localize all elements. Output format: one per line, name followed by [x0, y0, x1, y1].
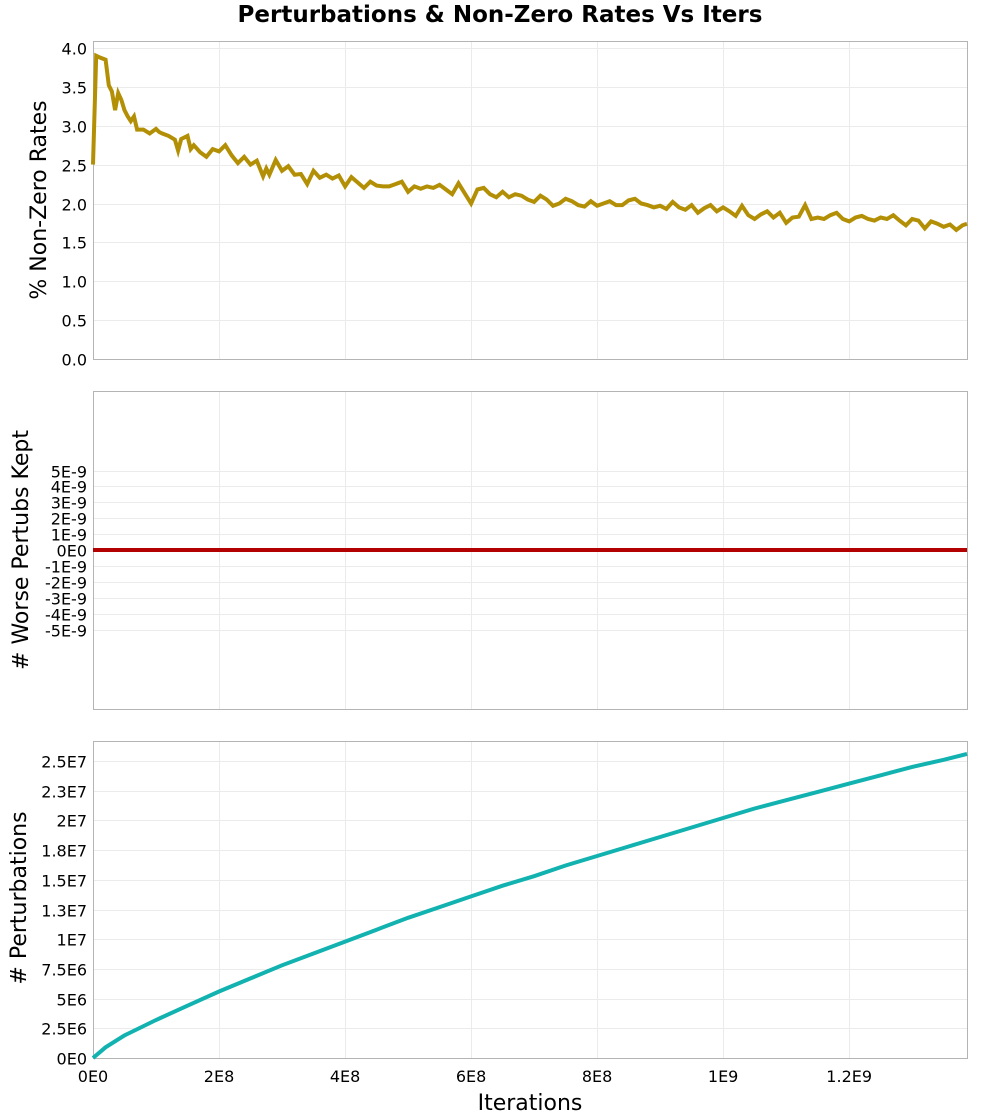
x-tick-label: 2E8 [204, 1067, 234, 1086]
y-tick-label: 0.5 [62, 312, 87, 331]
y-tick-label: 1E7 [57, 931, 87, 950]
y-tick-label: 3.0 [62, 118, 87, 137]
y-tick-label: -1E-9 [45, 558, 87, 577]
chart-title: Perturbations & Non-Zero Rates Vs Iters [237, 2, 763, 28]
x-tick-label: 1E9 [708, 1067, 738, 1086]
y-tick-label: 4.0 [62, 40, 87, 59]
y-tick-label: 1.5 [62, 234, 87, 253]
x-tick-label: 0E0 [78, 1067, 108, 1086]
gridlines [93, 741, 967, 1058]
y-tick-label: 3.5 [62, 79, 87, 98]
y-tick-label: 2.5E6 [41, 1020, 87, 1039]
perturbations-panel: 2.5E7 2.3E7 2E7 1.8E7 1.5E7 1.3E7 1E7 7.5E6 5E6 2… [7, 741, 968, 1069]
y-tick-labels: 4.0 3.5 3.0 2.5 2.0 1.5 1.0 0.5 0.0 [62, 40, 87, 370]
y-tick-label: 2.3E7 [41, 783, 87, 802]
x-tick-labels: 0E0 2E8 4E8 6E8 8E8 1E9 1.2E9 [78, 1067, 872, 1086]
y-tick-label: 1E-9 [51, 526, 87, 545]
y-tick-label: 1.3E7 [41, 902, 87, 921]
perturbations-line [91, 751, 968, 1060]
y-tick-label: -4E-9 [45, 606, 87, 625]
y-tick-label: 2.5E7 [41, 753, 87, 772]
y-tick-label: 4E-9 [51, 478, 87, 497]
y-tick-label: 5E6 [57, 991, 87, 1010]
y-tick-label: 1.0 [62, 273, 87, 292]
y-tick-label: 2.5 [62, 157, 87, 176]
y-tick-label: 2E7 [57, 812, 87, 831]
x-tick-label: 4E8 [330, 1067, 360, 1086]
y-tick-label: 0.0 [62, 351, 87, 370]
nonzero-rates-panel: 4.0 3.5 3.0 2.5 2.0 1.5 1.0 0.5 0.0 % Non-Zero R… [27, 40, 968, 370]
y-tick-label: 7.5E6 [41, 961, 87, 980]
plot-frame [93, 41, 968, 360]
y-axis-label: # Worse Pertubs Kept [9, 430, 34, 670]
y-tick-label: -3E-9 [45, 590, 87, 609]
y-tick-label: 2E-9 [51, 510, 87, 529]
y-tick-label: 0E0 [57, 1050, 87, 1069]
worse-perturbs-panel: 5E-94E-93E-92E-91E-90E0-1E-9-2E-9-3E-9-4… [9, 391, 968, 710]
x-tick-label: 8E8 [582, 1067, 612, 1086]
y-tick-labels: 5E-94E-93E-92E-91E-90E0-1E-9-2E-9-3E-9-4… [45, 463, 87, 641]
y-tick-label: -2E-9 [45, 574, 87, 593]
y-tick-label: 5E-9 [51, 463, 87, 482]
x-axis-label: Iterations [478, 1091, 583, 1116]
y-tick-label: 1.8E7 [41, 842, 87, 861]
y-tick-label: -5E-9 [45, 622, 87, 641]
x-tick-label: 1.2E9 [826, 1067, 872, 1086]
y-tick-label: 0E0 [57, 542, 87, 561]
plot-frame [93, 741, 968, 1059]
y-tick-label: 2.0 [62, 196, 87, 215]
y-axis-label: # Perturbations [7, 811, 32, 984]
x-tick-label: 6E8 [456, 1067, 486, 1086]
nonzero-rates-line [91, 52, 968, 233]
gridlines [93, 41, 967, 359]
y-tick-label: 1.5E7 [41, 872, 87, 891]
y-tick-label: 3E-9 [51, 494, 87, 513]
y-axis-label: % Non-Zero Rates [27, 100, 52, 299]
y-tick-labels: 2.5E7 2.3E7 2E7 1.8E7 1.5E7 1.3E7 1E7 7.5E6 5E6 2… [41, 753, 87, 1069]
